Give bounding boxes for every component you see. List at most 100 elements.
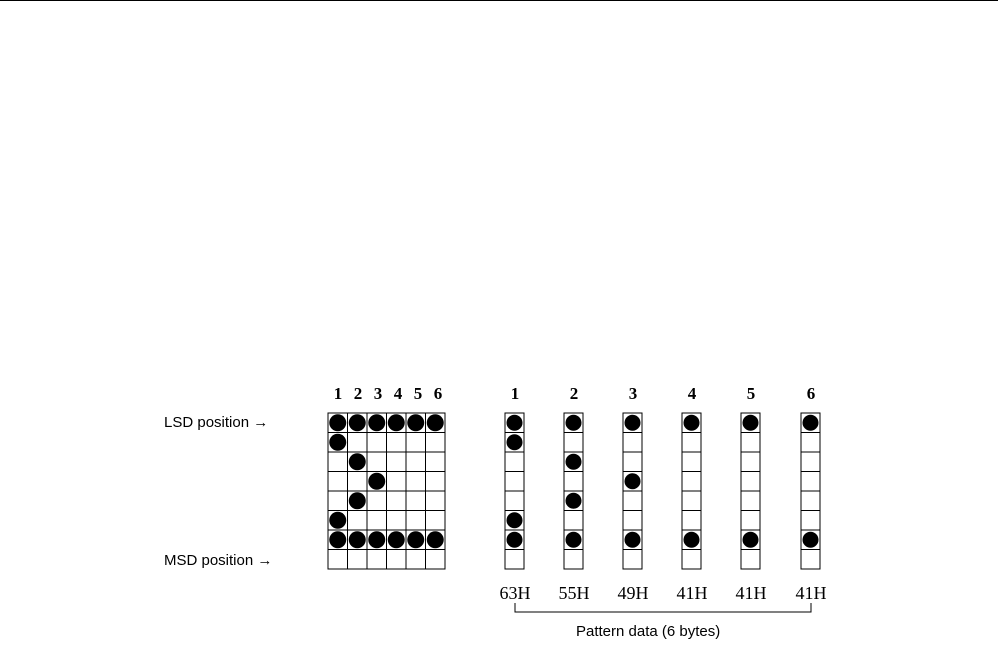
byte-value-3: 49H [617, 583, 649, 603]
matrix-cell [347, 549, 368, 570]
matrix-col-2-number: 2 [353, 384, 363, 403]
top-rule [0, 0, 998, 1]
byte-cell [800, 549, 821, 570]
byte-dot [683, 531, 700, 548]
byte-dot [565, 492, 582, 509]
byte-dot [565, 531, 582, 548]
matrix-cell [366, 510, 387, 531]
matrix-col-3-number: 3 [373, 384, 383, 403]
byte-cell [563, 432, 584, 453]
pattern-data-bracket [514, 603, 812, 613]
byte-dot [802, 531, 819, 548]
byte-cell [740, 549, 761, 570]
byte-cell [504, 471, 525, 492]
byte-cell [563, 549, 584, 570]
byte-dot [624, 531, 641, 548]
matrix-dot [348, 492, 366, 510]
dot-matrix-grid [327, 412, 446, 570]
byte-cell [622, 451, 643, 472]
matrix-dot [426, 414, 444, 432]
byte-value-4: 41H [676, 583, 708, 603]
byte-cell [563, 471, 584, 492]
byte-cell [622, 432, 643, 453]
byte-col-2-number: 2 [569, 384, 579, 403]
matrix-cell [347, 510, 368, 531]
byte-cell [740, 510, 761, 531]
matrix-dot [348, 453, 366, 471]
matrix-col-1-number: 1 [333, 384, 343, 403]
matrix-dot [368, 472, 386, 490]
matrix-cell [405, 471, 426, 492]
byte-dot [565, 414, 582, 431]
byte-dot [506, 434, 523, 451]
matrix-cell [425, 471, 446, 492]
byte-value-6: 41H [795, 583, 827, 603]
matrix-cell [347, 432, 368, 453]
matrix-cell [327, 549, 348, 570]
matrix-col-6-number: 6 [433, 384, 443, 403]
byte-cell [740, 471, 761, 492]
byte-value-5: 41H [735, 583, 767, 603]
byte-dot [683, 414, 700, 431]
byte-cell [800, 432, 821, 453]
byte-cell [504, 451, 525, 472]
matrix-cell [386, 490, 407, 511]
byte-dot [506, 414, 523, 431]
byte-cell [504, 490, 525, 511]
matrix-cell [425, 490, 446, 511]
matrix-cell [347, 471, 368, 492]
byte-dot [742, 531, 759, 548]
byte-value-2: 55H [558, 583, 590, 603]
matrix-dot [348, 531, 366, 549]
matrix-cell [366, 451, 387, 472]
matrix-col-5-number: 5 [413, 384, 423, 403]
byte-cell [800, 490, 821, 511]
matrix-cell [405, 432, 426, 453]
byte-dot [506, 512, 523, 529]
byte-dot [506, 531, 523, 548]
byte-cell [563, 510, 584, 531]
matrix-col-4-number: 4 [393, 384, 403, 403]
matrix-cell [386, 451, 407, 472]
matrix-cell [366, 490, 387, 511]
byte-col-3-number: 3 [628, 384, 638, 403]
matrix-dot [407, 531, 425, 549]
matrix-cell [386, 549, 407, 570]
matrix-cell [425, 549, 446, 570]
byte-cell [800, 471, 821, 492]
matrix-cell [366, 432, 387, 453]
byte-cell [800, 451, 821, 472]
matrix-cell [327, 451, 348, 472]
byte-cell [740, 432, 761, 453]
matrix-dot [387, 414, 405, 432]
byte-col-4-number: 4 [687, 384, 697, 403]
matrix-cell [386, 510, 407, 531]
byte-cell [622, 490, 643, 511]
matrix-cell [327, 490, 348, 511]
matrix-dot [368, 531, 386, 549]
byte-dot [565, 453, 582, 470]
byte-cell [740, 490, 761, 511]
byte-dot [802, 414, 819, 431]
lsd-position-label: LSD position → [164, 414, 269, 431]
matrix-dot [387, 531, 405, 549]
matrix-cell [366, 549, 387, 570]
byte-col-1-number: 1 [510, 384, 520, 403]
matrix-dot [329, 511, 347, 529]
byte-dot [742, 414, 759, 431]
byte-cell [681, 471, 702, 492]
matrix-dot [329, 414, 347, 432]
matrix-cell [405, 510, 426, 531]
matrix-cell [425, 451, 446, 472]
matrix-cell [405, 490, 426, 511]
byte-cell [681, 432, 702, 453]
matrix-cell [405, 549, 426, 570]
byte-col-5-number: 5 [746, 384, 756, 403]
matrix-dot [329, 433, 347, 451]
byte-dot [624, 414, 641, 431]
byte-columns [504, 412, 821, 570]
msd-position-label: MSD position → [164, 552, 273, 569]
matrix-dot [368, 414, 386, 432]
byte-cell [681, 451, 702, 472]
